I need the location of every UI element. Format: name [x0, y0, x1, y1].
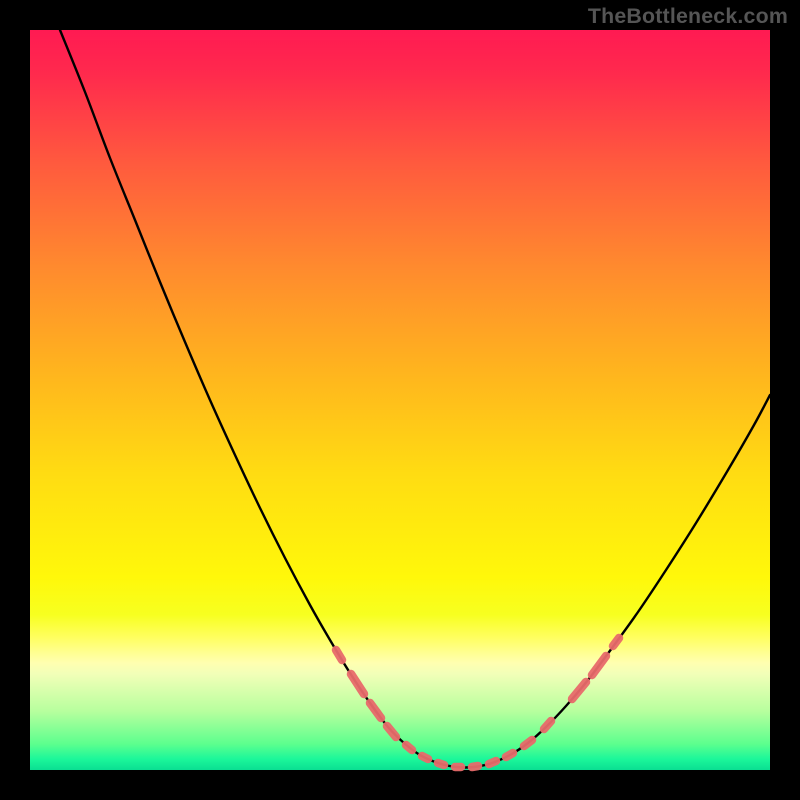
- watermark-text: TheBottleneck.com: [588, 4, 788, 29]
- highlight-dash-segment: [422, 756, 428, 759]
- highlight-dash-segment: [336, 650, 342, 660]
- plot-background: [30, 30, 770, 770]
- highlight-dash-segment: [544, 721, 551, 729]
- highlight-dash-segment: [506, 753, 513, 757]
- highlight-dash-segment: [489, 761, 496, 764]
- highlight-dash-segment: [406, 745, 412, 750]
- highlight-dash-segment: [524, 740, 532, 746]
- highlight-dash-segment: [613, 638, 619, 646]
- highlight-dash-segment: [438, 763, 444, 765]
- plot-svg: [0, 0, 800, 800]
- chart-frame: TheBottleneck.com: [0, 0, 800, 800]
- highlight-dash-segment: [472, 766, 478, 767]
